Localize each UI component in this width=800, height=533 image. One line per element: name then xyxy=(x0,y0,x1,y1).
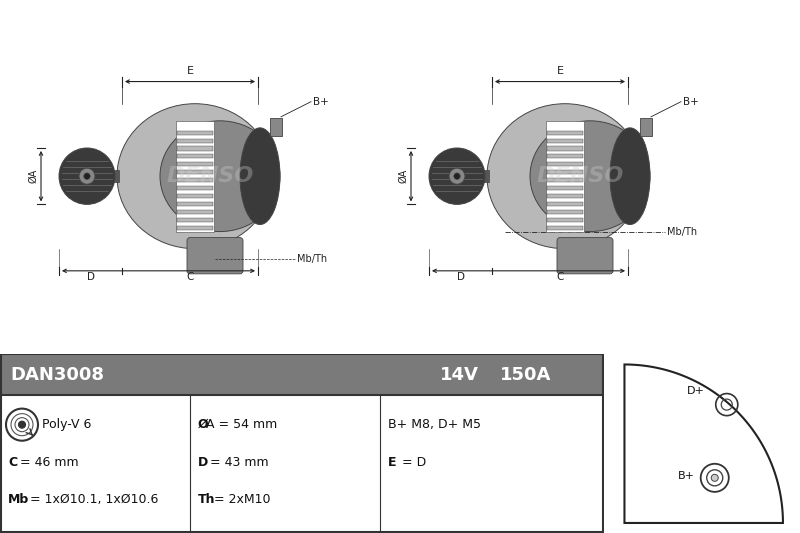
Text: ØA: ØA xyxy=(398,169,408,183)
Text: E: E xyxy=(388,456,397,469)
Bar xyxy=(547,194,583,198)
Text: D: D xyxy=(86,272,94,282)
Text: Mb/Th: Mb/Th xyxy=(667,227,697,237)
Text: 14V: 14V xyxy=(440,366,479,384)
Ellipse shape xyxy=(84,173,90,180)
Ellipse shape xyxy=(487,104,643,249)
Bar xyxy=(177,155,213,158)
Text: = 43 mm: = 43 mm xyxy=(206,456,269,469)
Text: = 46 mm: = 46 mm xyxy=(16,456,78,469)
Text: = 2xM10: = 2xM10 xyxy=(210,494,270,506)
Text: B+ M8, D+ M5: B+ M8, D+ M5 xyxy=(388,418,481,431)
Bar xyxy=(177,210,213,214)
Bar xyxy=(640,118,652,136)
Bar xyxy=(547,217,583,222)
Ellipse shape xyxy=(449,168,465,184)
Text: Th: Th xyxy=(198,494,215,506)
Bar xyxy=(547,170,583,174)
Polygon shape xyxy=(625,365,783,523)
Text: D: D xyxy=(457,272,465,282)
Text: B+: B+ xyxy=(678,471,694,481)
Text: 150A: 150A xyxy=(500,366,551,384)
Bar xyxy=(177,186,213,190)
Bar xyxy=(177,178,213,182)
Bar xyxy=(547,155,583,158)
Text: C: C xyxy=(8,456,17,469)
FancyBboxPatch shape xyxy=(187,238,243,274)
Bar xyxy=(177,170,213,174)
Text: DENSO: DENSO xyxy=(536,166,624,186)
Text: = D: = D xyxy=(398,456,426,469)
Ellipse shape xyxy=(59,148,115,204)
Text: D+: D+ xyxy=(687,385,705,395)
Bar xyxy=(475,170,489,182)
Text: DENSO: DENSO xyxy=(166,166,254,186)
Bar xyxy=(177,163,213,166)
Text: B+: B+ xyxy=(683,96,698,107)
Circle shape xyxy=(18,421,26,428)
Bar xyxy=(177,202,213,206)
Text: Mb/Th: Mb/Th xyxy=(297,254,327,264)
Ellipse shape xyxy=(530,121,650,231)
Bar xyxy=(177,147,213,150)
Circle shape xyxy=(711,474,718,481)
Bar xyxy=(547,131,583,135)
Ellipse shape xyxy=(79,168,95,184)
Text: E: E xyxy=(186,66,194,76)
Bar xyxy=(1,354,603,394)
Ellipse shape xyxy=(240,128,280,224)
Bar xyxy=(547,139,583,143)
Bar xyxy=(176,121,214,231)
Bar xyxy=(177,194,213,198)
Ellipse shape xyxy=(429,148,485,204)
Bar xyxy=(105,170,119,182)
Bar xyxy=(177,217,213,222)
Text: D: D xyxy=(198,456,208,469)
Bar xyxy=(270,118,282,136)
Bar xyxy=(546,121,584,231)
Text: Mb: Mb xyxy=(8,494,30,506)
Bar xyxy=(177,139,213,143)
Bar xyxy=(547,147,583,150)
Bar xyxy=(177,225,213,230)
Ellipse shape xyxy=(160,121,280,231)
Bar xyxy=(547,202,583,206)
Bar xyxy=(547,178,583,182)
Bar xyxy=(177,131,213,135)
Text: Ø: Ø xyxy=(198,418,209,431)
Ellipse shape xyxy=(454,173,460,180)
Text: B+: B+ xyxy=(313,96,329,107)
Text: = 1xØ10.1, 1xØ10.6: = 1xØ10.1, 1xØ10.6 xyxy=(26,494,158,506)
Text: E: E xyxy=(557,66,563,76)
Bar xyxy=(547,210,583,214)
Ellipse shape xyxy=(117,104,273,249)
Text: A = 54 mm: A = 54 mm xyxy=(206,418,278,431)
Bar xyxy=(547,225,583,230)
Bar xyxy=(547,186,583,190)
Text: C: C xyxy=(556,272,564,282)
Text: ØA: ØA xyxy=(28,169,38,183)
Ellipse shape xyxy=(610,128,650,224)
Text: DAN3008: DAN3008 xyxy=(10,366,104,384)
Text: C: C xyxy=(186,272,194,282)
FancyBboxPatch shape xyxy=(557,238,613,274)
Text: Poly-V 6: Poly-V 6 xyxy=(42,418,91,431)
Bar xyxy=(547,163,583,166)
